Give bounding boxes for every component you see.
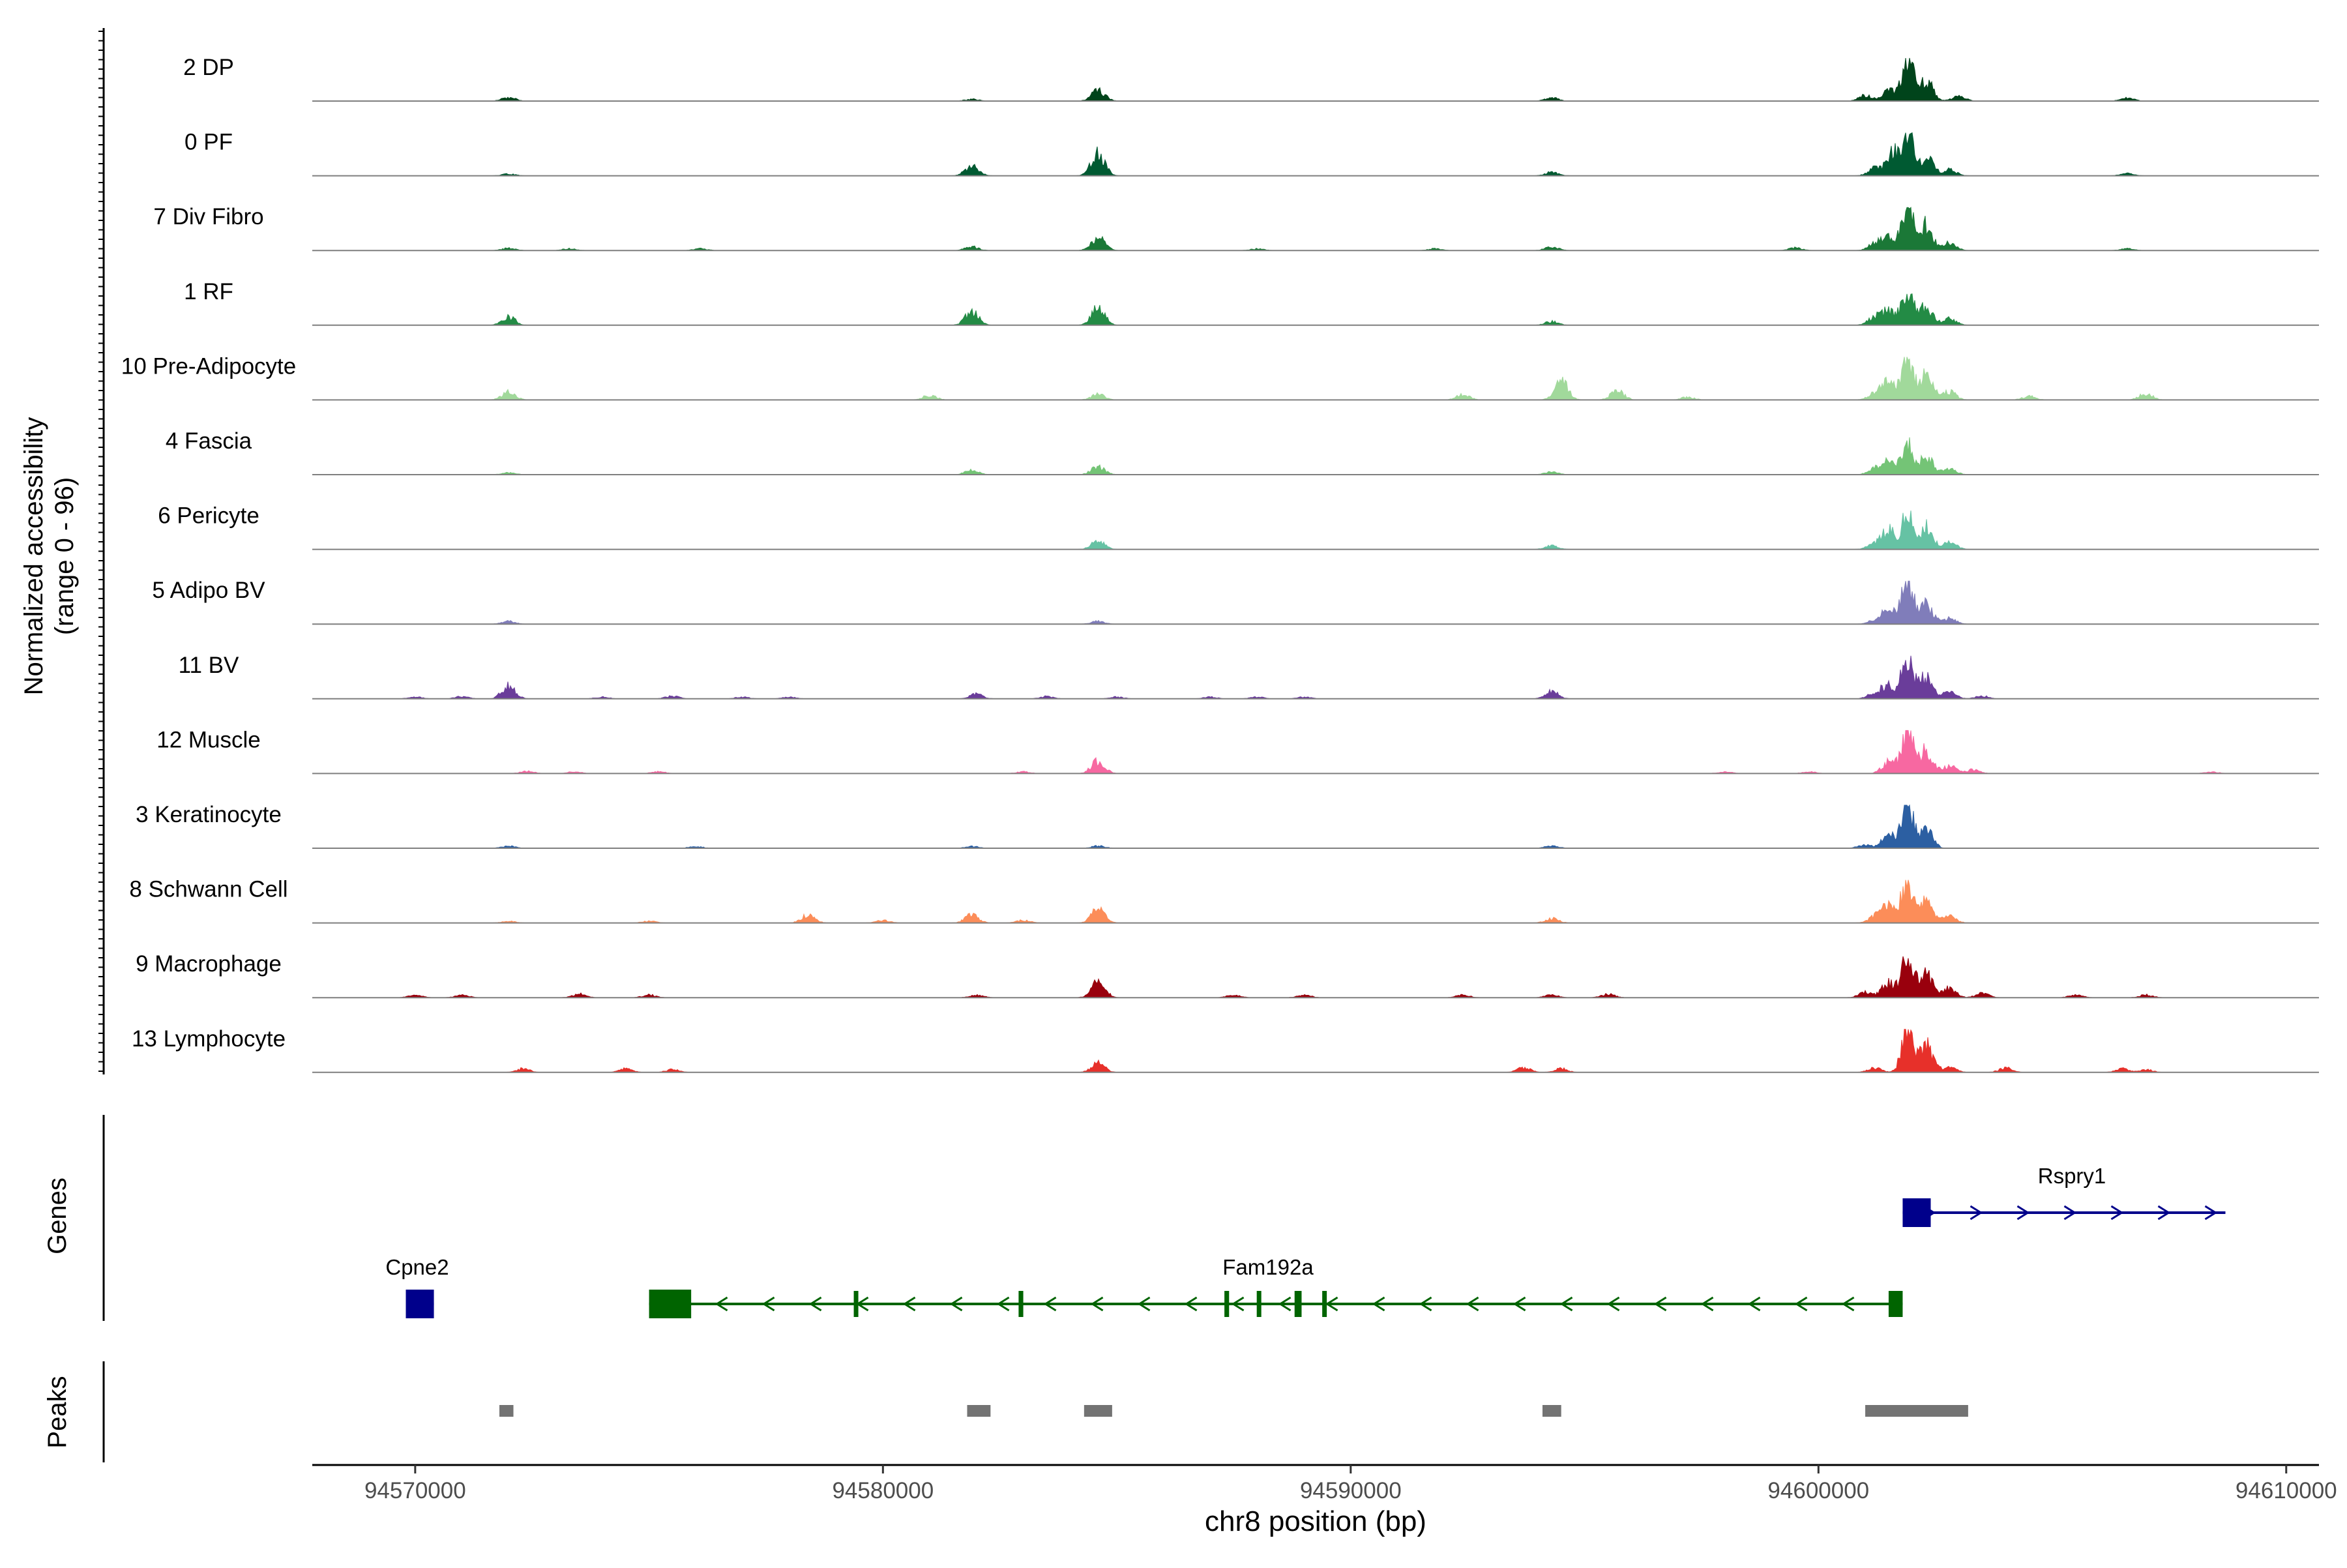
track-label: 9 Macrophage	[136, 951, 282, 977]
x-tick-label: 94570000	[364, 1478, 466, 1503]
gene-exon	[1902, 1198, 1931, 1227]
track-label: 4 Fascia	[166, 428, 252, 454]
strand-chevron	[2063, 1205, 2077, 1220]
strand-chevron	[902, 1296, 916, 1312]
strand-chevron	[1653, 1296, 1667, 1312]
track-6-pericyte: 6 Pericyte	[158, 503, 2319, 550]
track-label: 6 Pericyte	[158, 503, 259, 529]
track-label: 7 Div Fibro	[153, 204, 263, 229]
track-label: 2 DP	[183, 55, 234, 80]
strand-chevron	[1372, 1296, 1385, 1312]
strand-chevron	[1231, 1296, 1245, 1312]
strand-chevron	[1747, 1296, 1761, 1312]
x-tick-label: 94610000	[2236, 1478, 2337, 1503]
strand-chevron	[808, 1296, 822, 1312]
gene-exon	[1294, 1291, 1302, 1317]
gene-exon	[1322, 1291, 1327, 1317]
strand-chevron	[1090, 1296, 1104, 1312]
strand-chevron	[1700, 1296, 1714, 1312]
x-tick-label: 94600000	[1767, 1478, 1869, 1503]
track-8-schwann-cell: 8 Schwann Cell	[129, 877, 2319, 924]
gene-name-label: Fam192a	[1222, 1255, 1314, 1279]
gene-annotation-track: Rspry1 Cpne2 Fam192a	[385, 1164, 2226, 1318]
track-3-keratinocyte: 3 Keratinocyte	[136, 802, 2319, 849]
gene-exon	[1888, 1291, 1903, 1317]
x-axis-label: chr8 position (bp)	[1205, 1505, 1426, 1537]
track-7-div-fibro: 7 Div Fibro	[153, 204, 2319, 252]
track-label: 12 Muscle	[156, 727, 261, 752]
strand-chevron	[1513, 1296, 1526, 1312]
strand-chevron	[1466, 1296, 1479, 1312]
gene-exon	[406, 1290, 434, 1318]
strand-chevron	[1970, 1205, 1983, 1220]
peak-region	[1542, 1405, 1561, 1417]
strand-chevron	[1137, 1296, 1151, 1312]
strand-chevron	[1841, 1296, 1855, 1312]
strand-chevron	[2157, 1205, 2171, 1220]
gene-exon	[649, 1290, 692, 1318]
track-13-lymphocyte: 13 Lymphocyte	[132, 1026, 2319, 1073]
genes-panel-label: Genes	[43, 1177, 72, 1254]
track-1-rf: 1 RF	[184, 279, 2319, 326]
track-12-muscle: 12 Muscle	[156, 727, 2319, 775]
peak-region	[1084, 1405, 1112, 1417]
strand-chevron	[1559, 1296, 1573, 1312]
peaks-panel-label: Peaks	[43, 1376, 72, 1448]
strand-chevron	[2110, 1205, 2124, 1220]
y-axis-label-line1: Normalized accessibility	[20, 417, 48, 696]
track-label: 10 Pre-Adipocyte	[121, 353, 296, 379]
track-label: 0 PF	[185, 130, 233, 155]
strand-chevron	[1794, 1296, 1808, 1312]
track-10-pre-adipocyte: 10 Pre-Adipocyte	[121, 353, 2319, 401]
x-tick-label: 94580000	[832, 1478, 934, 1503]
strand-chevron	[1184, 1296, 1198, 1312]
gene-name-label: Cpne2	[385, 1255, 449, 1279]
coverage-tracks: 2 DP 0 PF 7 Div Fibro 1 RF 10 Pre-Adipocyte 4…	[121, 55, 2319, 1073]
gene-cpne2: Cpne2	[385, 1255, 449, 1318]
strand-chevron	[761, 1296, 775, 1312]
track-label: 13 Lymphocyte	[132, 1026, 286, 1052]
strand-chevron	[996, 1296, 1010, 1312]
left-axes	[98, 28, 105, 1462]
gene-exon	[1256, 1291, 1262, 1317]
strand-chevron	[1325, 1296, 1338, 1312]
strand-chevron	[2016, 1205, 2030, 1220]
strand-chevron	[1043, 1296, 1057, 1312]
track-4-fascia: 4 Fascia	[166, 428, 2319, 475]
strand-chevron	[1419, 1296, 1432, 1312]
strand-chevron	[1606, 1296, 1620, 1312]
track-label: 1 RF	[184, 279, 233, 304]
gene-exon	[1018, 1291, 1024, 1317]
track-label: 3 Keratinocyte	[136, 802, 282, 827]
peak-region	[1865, 1405, 1968, 1417]
gene-exon	[1224, 1291, 1230, 1317]
track-11-bv: 11 BV	[179, 653, 2319, 700]
gene-name-label: Rspry1	[2038, 1164, 2106, 1188]
track-2-dp: 2 DP	[183, 55, 2319, 102]
y-axis-label-line2: (range 0 - 96)	[50, 477, 79, 635]
gene-exon	[853, 1291, 859, 1317]
strand-chevron	[1278, 1296, 1292, 1312]
gene-rspry1: Rspry1	[1902, 1164, 2226, 1227]
track-label: 8 Schwann Cell	[129, 877, 288, 902]
gene-fam192a: Fam192a	[649, 1255, 1903, 1318]
track-5-adipo-bv: 5 Adipo BV	[152, 578, 2319, 625]
strand-chevron	[2204, 1205, 2218, 1220]
peak-region	[967, 1405, 991, 1417]
x-axis: 94570000 94580000 94590000 94600000 94610000	[312, 1464, 2337, 1503]
strand-chevron	[715, 1296, 728, 1312]
track-label: 11 BV	[179, 653, 239, 678]
track-0-pf: 0 PF	[185, 130, 2319, 177]
peak-region	[499, 1405, 514, 1417]
peak-region-track	[499, 1405, 1968, 1417]
track-9-macrophage: 9 Macrophage	[136, 951, 2319, 999]
strand-chevron	[949, 1296, 963, 1312]
x-tick-label: 94590000	[1300, 1478, 1402, 1503]
track-label: 5 Adipo BV	[152, 578, 265, 603]
